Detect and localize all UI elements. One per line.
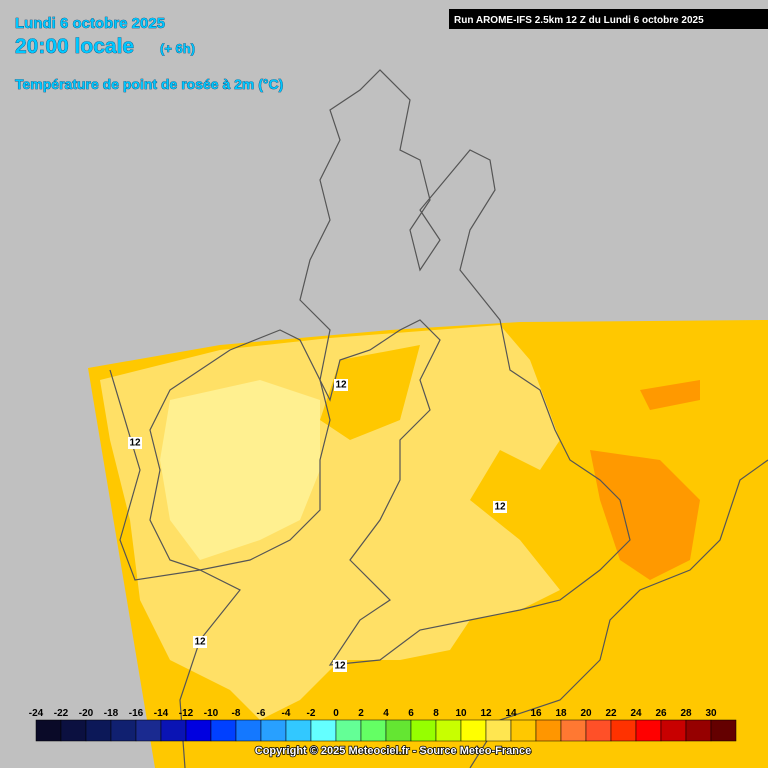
legend-box — [185, 719, 212, 742]
field-light — [160, 380, 320, 560]
legend-label: 24 — [630, 708, 642, 719]
field-irish-sea — [320, 345, 420, 440]
legend-label: 28 — [680, 708, 692, 719]
coastline-ireland — [149, 329, 331, 571]
legend-label: -16 — [129, 708, 144, 719]
legend-box — [210, 719, 237, 742]
legend-box — [110, 719, 137, 742]
legend-label: -2 — [307, 708, 316, 719]
legend-label: 18 — [555, 708, 567, 719]
contour-label: 12 — [334, 661, 346, 672]
legend-box — [385, 719, 412, 742]
legend-box — [635, 719, 662, 742]
legend-box — [85, 719, 112, 742]
contour-label-bg — [333, 660, 347, 672]
field-orange — [590, 380, 700, 580]
legend-label: -4 — [282, 708, 291, 719]
legend-label: 10 — [455, 708, 467, 719]
legend-box — [435, 719, 462, 742]
legend-label: -20 — [79, 708, 94, 719]
legend-label: 30 — [705, 708, 717, 719]
coastline-continent — [469, 459, 768, 768]
legend-box — [460, 719, 487, 742]
date: Lundi 6 octobre 2025 — [15, 15, 165, 32]
legend-box — [660, 719, 687, 742]
legend-label: -18 — [104, 708, 119, 719]
legend-box — [410, 719, 437, 742]
contour-label-bg — [128, 437, 142, 449]
legend-label: 6 — [408, 708, 414, 719]
contour-label: 12 — [335, 380, 347, 391]
contour-label: 12 — [494, 502, 506, 513]
legend-box — [585, 719, 612, 742]
legend-label: 8 — [433, 708, 439, 719]
legend-box — [560, 719, 587, 742]
run-info: Run AROME-IFS 2.5km 12 Z du Lundi 6 octo… — [454, 15, 704, 26]
legend-label: 0 — [333, 708, 339, 719]
parameter: Température de point de rosée à 2m (°C) — [15, 76, 283, 92]
coastline-gb — [299, 69, 631, 666]
legend-box — [60, 719, 87, 742]
legend-label: 16 — [530, 708, 542, 719]
legend-box — [710, 719, 737, 742]
legend-label: -12 — [179, 708, 194, 719]
legend-box — [360, 719, 387, 742]
legend-box — [35, 719, 62, 742]
contour-label-bg — [193, 636, 207, 648]
legend-label: -10 — [204, 708, 219, 719]
copyright: Copyright © 2025 Meteociel.fr - Source M… — [255, 745, 531, 757]
time: 20:00 locale — [15, 35, 134, 58]
legend-label: 14 — [505, 708, 517, 719]
legend-label: 26 — [655, 708, 667, 719]
legend-label: -22 — [54, 708, 69, 719]
legend-box — [260, 719, 287, 742]
legend-box — [610, 719, 637, 742]
legend-box — [485, 719, 512, 742]
legend-label: 12 — [480, 708, 492, 719]
legend-label: 22 — [605, 708, 617, 719]
contour-label-bg — [493, 501, 507, 513]
legend-label: -14 — [154, 708, 169, 719]
legend-box — [535, 719, 562, 742]
legend-box — [510, 719, 537, 742]
legend-label: 20 — [580, 708, 592, 719]
legend-box — [235, 719, 262, 742]
contour-label: 12 — [194, 637, 206, 648]
contour-label-bg — [334, 379, 348, 391]
contour-label: 12 — [129, 438, 141, 449]
legend-label: 4 — [383, 708, 389, 719]
legend-box — [310, 719, 337, 742]
run-box — [449, 9, 768, 29]
legend-box — [160, 719, 187, 742]
legend-box — [135, 719, 162, 742]
legend-box — [685, 719, 712, 742]
legend-label: 2 — [358, 708, 364, 719]
lead: (+ 6h) — [160, 41, 195, 56]
legend-label: -8 — [232, 708, 241, 719]
legend-box — [285, 719, 312, 742]
legend-label: -24 — [29, 708, 44, 719]
legend-box — [335, 719, 362, 742]
legend-label: -6 — [257, 708, 266, 719]
isoline-12 — [109, 369, 241, 768]
